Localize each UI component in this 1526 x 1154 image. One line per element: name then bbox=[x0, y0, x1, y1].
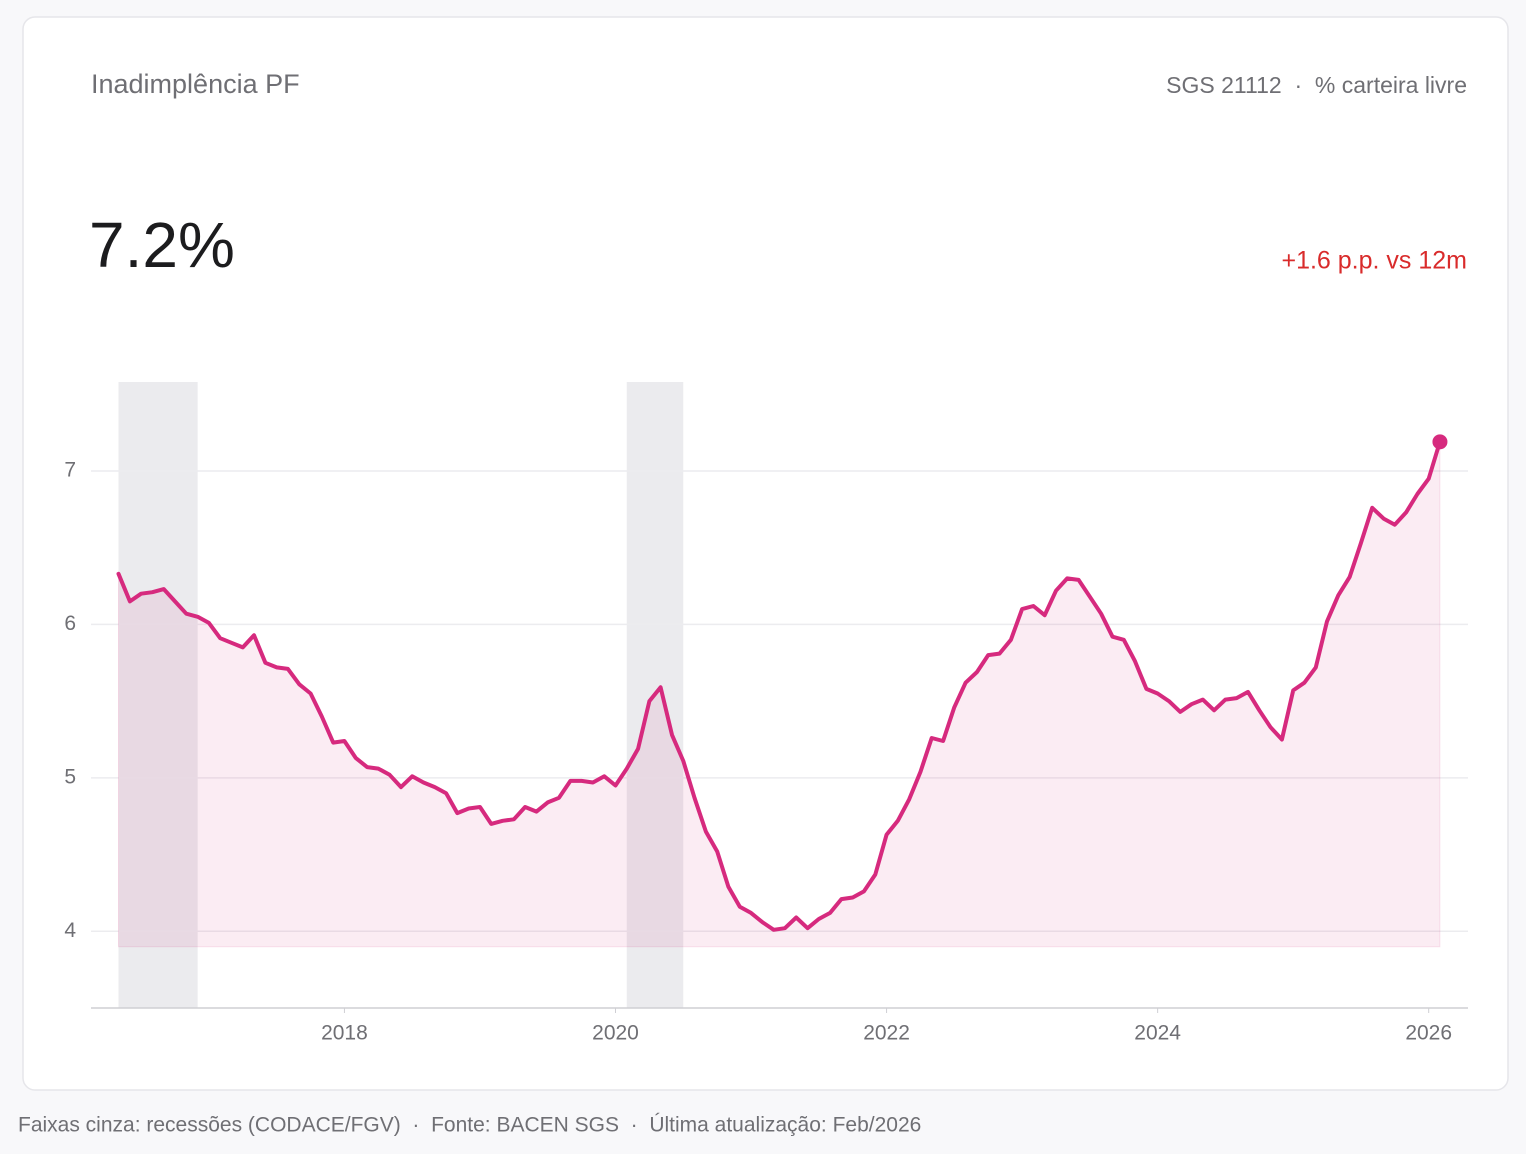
x-tick-label: 2024 bbox=[1134, 1022, 1181, 1045]
x-tick-label: 2020 bbox=[592, 1022, 639, 1045]
x-tick-label: 2022 bbox=[863, 1022, 910, 1045]
x-tick-label: 2026 bbox=[1405, 1022, 1452, 1045]
x-tick-label: 2018 bbox=[321, 1022, 368, 1045]
card bbox=[22, 16, 1509, 1091]
headline-value: 7.2% bbox=[89, 209, 235, 281]
series-line bbox=[116, 439, 1442, 932]
last-point bbox=[1432, 434, 1448, 450]
footer-note: Faixas cinza: recessões (CODACE/FGV) · F… bbox=[18, 1114, 921, 1137]
y-tick-label: 7 bbox=[64, 459, 76, 482]
y-tick-label: 4 bbox=[64, 919, 76, 942]
card-subtitle: SGS 21112 · % carteira livre bbox=[1166, 72, 1467, 98]
plot: 4 5 6 7 2018 2020 2022 2024 2026 bbox=[64, 382, 1468, 1045]
headline-change: +1.6 p.p. vs 12m bbox=[1281, 247, 1467, 275]
y-tick-label: 5 bbox=[64, 765, 76, 788]
card-title: Inadimplência PF bbox=[91, 69, 300, 99]
y-tick-label: 6 bbox=[64, 612, 76, 635]
recession-band bbox=[118, 382, 198, 1008]
